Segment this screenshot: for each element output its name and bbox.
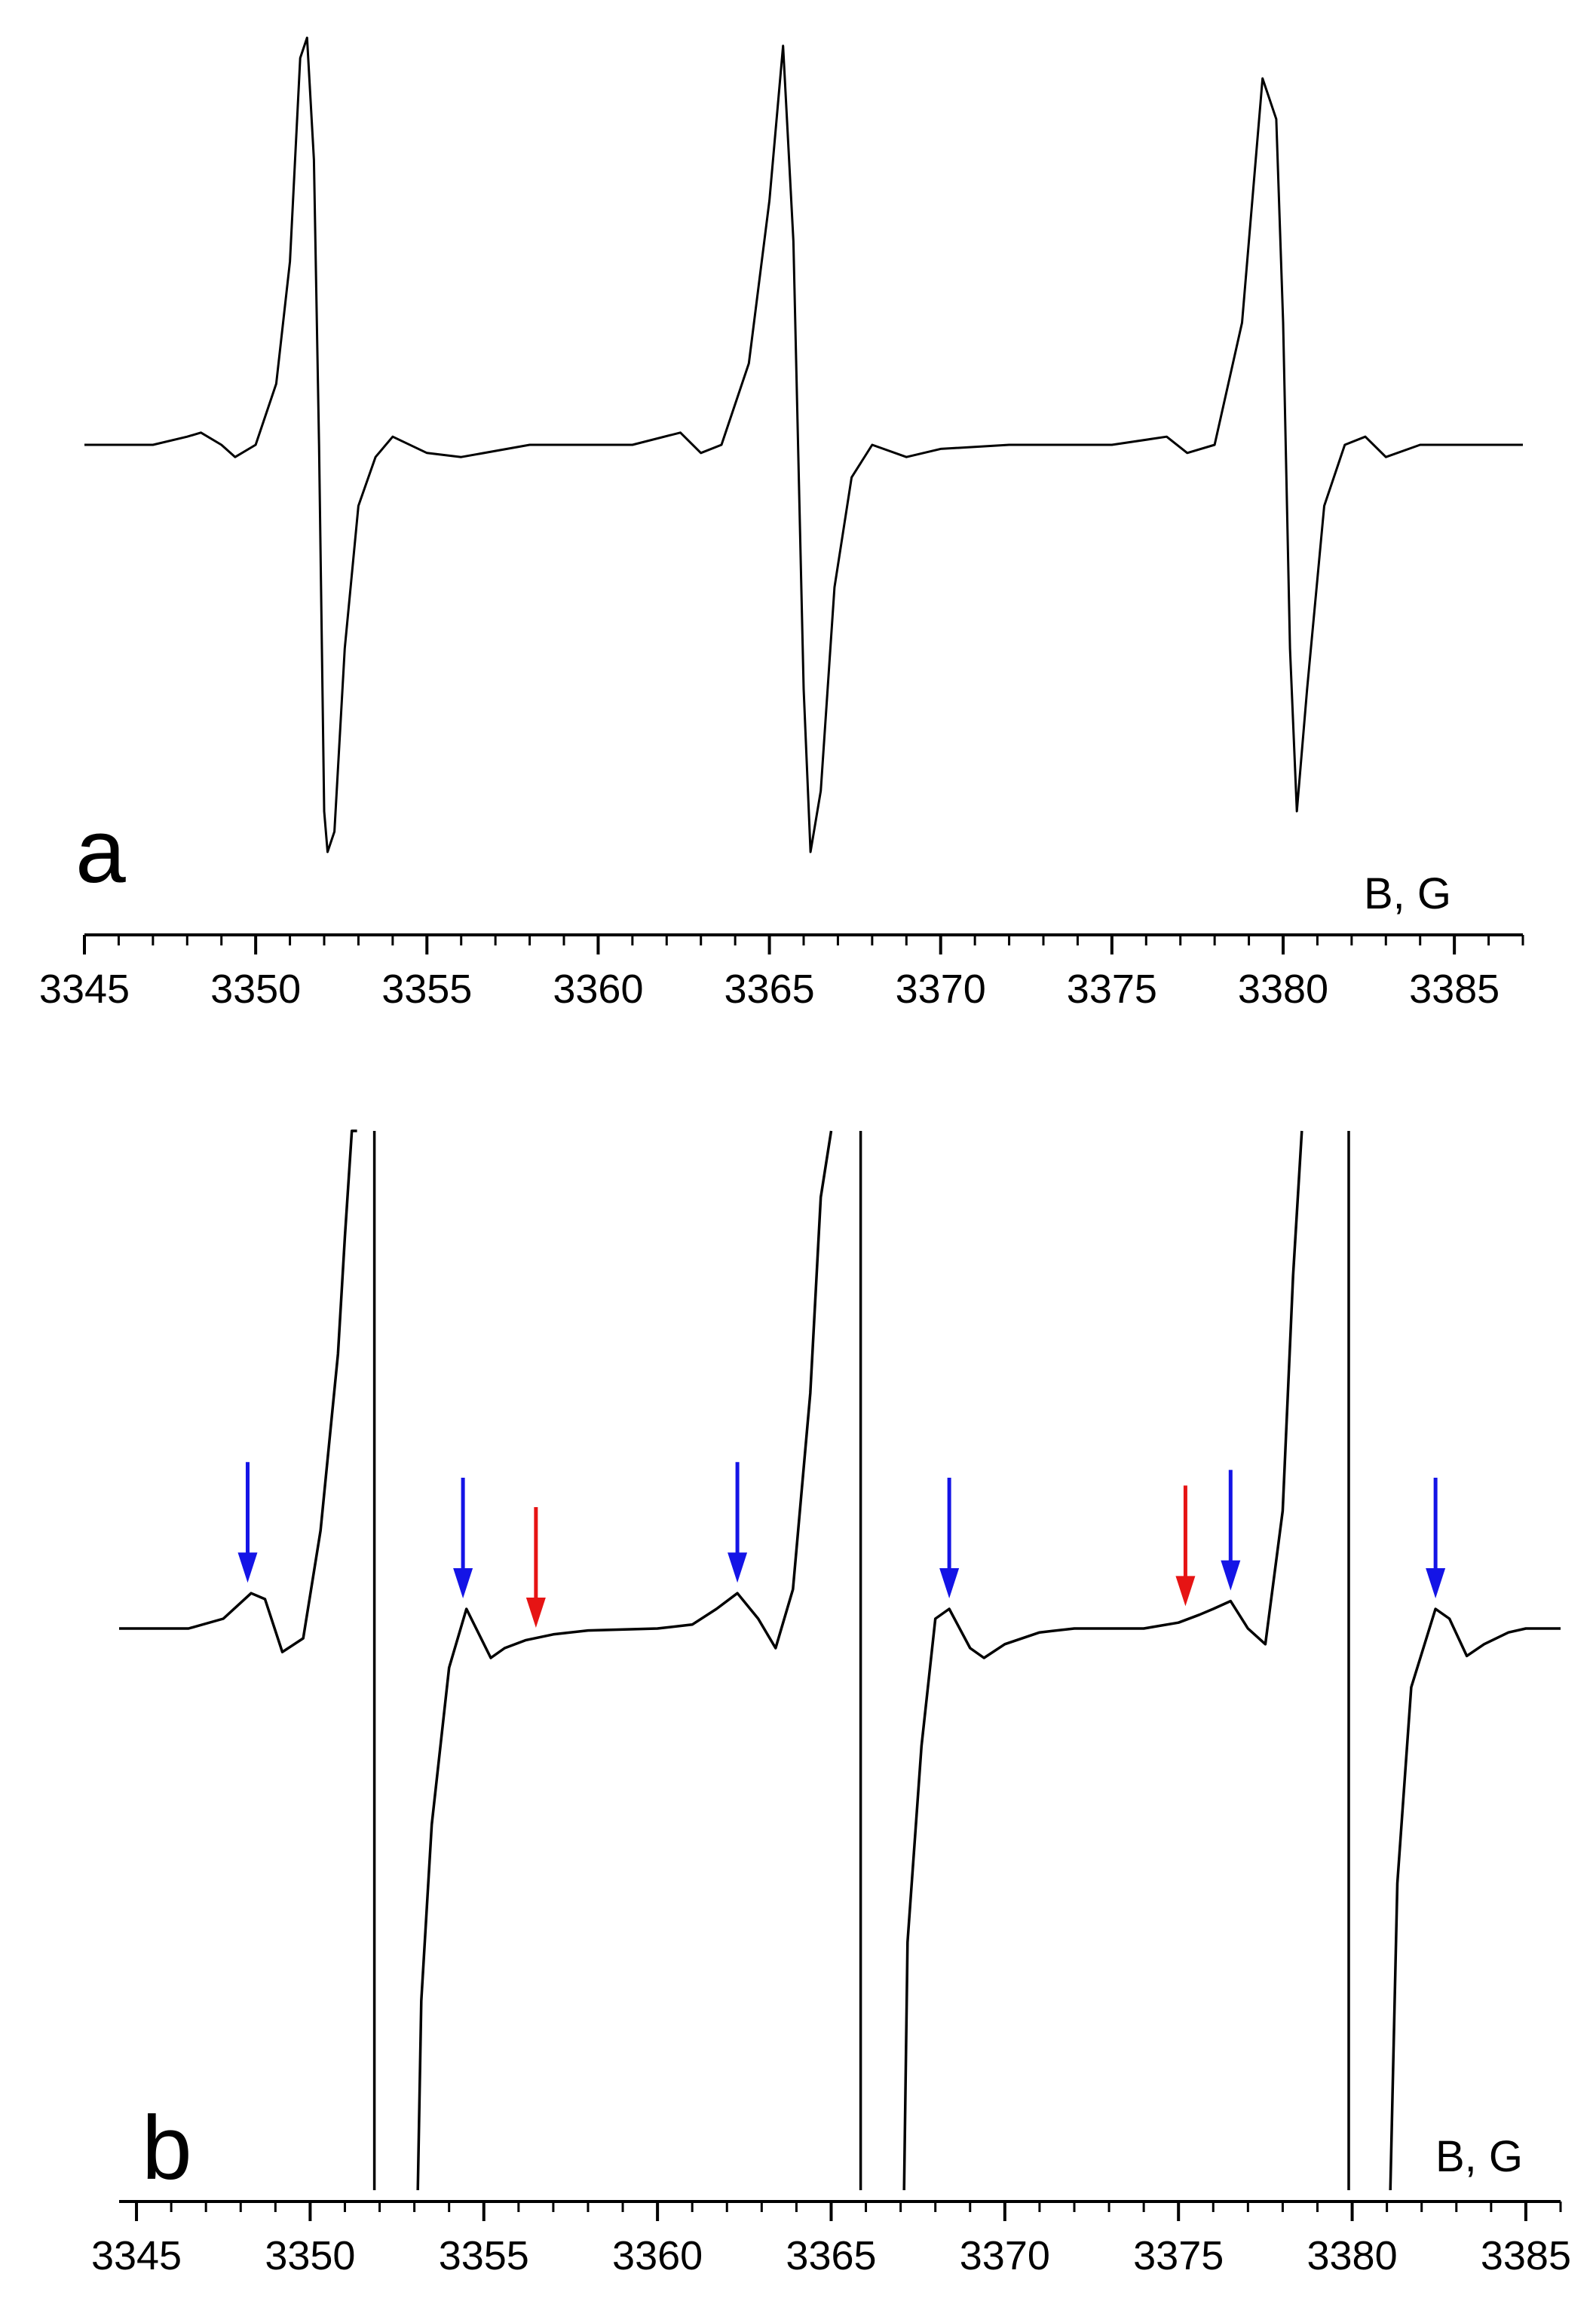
spectrum-line-b-0 <box>119 1129 357 1653</box>
x-tick-label-3385: 3385 <box>1481 2233 1571 2278</box>
x-tick-label-3365: 3365 <box>786 2233 876 2278</box>
x-tick-label-3365: 3365 <box>724 967 815 1012</box>
spectrum-line-b-4 <box>902 1130 1303 2191</box>
x-tick-label-3380: 3380 <box>1307 2233 1397 2278</box>
panel-b-traces <box>119 1129 1561 2191</box>
peak-arrow-6 <box>1221 1469 1241 1591</box>
spectrum-line-a-0 <box>84 36 1523 853</box>
x-tick-label-3380: 3380 <box>1238 967 1328 1012</box>
peak-arrow-0 <box>237 1462 258 1583</box>
peak-arrow-2 <box>525 1507 546 1628</box>
panel-b-ticks: 3345 3350 3355 3360 3365 3370 3375 3380 3385 <box>91 2201 1571 2278</box>
peak-arrow-7 <box>1426 1478 1446 1598</box>
panel-b-x-axis-title: B, G <box>1435 2132 1523 2181</box>
panel-a-traces <box>84 36 1523 853</box>
panel-a-label: a <box>75 801 126 902</box>
panel-a-x-axis-title: B, G <box>1364 869 1451 918</box>
x-tick-label-3355: 3355 <box>381 967 472 1012</box>
spectrum-line-b-2 <box>416 1130 833 2191</box>
panel-a-ticks: 3345 3350 3355 3360 3365 3370 3375 3380 3385 <box>39 935 1524 1012</box>
peak-arrow-5 <box>1175 1485 1196 1607</box>
panel-b: b B, G 3345 3350 3355 3360 3365 3370 3375 3380 3… <box>91 1129 1571 2278</box>
panel-b-arrows <box>237 1462 1446 1628</box>
x-tick-label-3350: 3350 <box>210 967 301 1012</box>
panel-a: a B, G 3345 3350 3355 3360 3365 3370 3375 3380 3… <box>39 36 1524 1012</box>
x-tick-label-3355: 3355 <box>439 2233 529 2278</box>
x-tick-label-3345: 3345 <box>91 2233 182 2278</box>
x-tick-label-3345: 3345 <box>39 967 130 1012</box>
peak-arrow-1 <box>453 1478 473 1598</box>
spectrum-line-b-6 <box>1389 1607 1561 2191</box>
x-tick-label-3370: 3370 <box>960 2233 1050 2278</box>
x-tick-label-3360: 3360 <box>612 2233 703 2278</box>
panel-b-label: b <box>142 2097 192 2198</box>
x-tick-label-3375: 3375 <box>1067 967 1157 1012</box>
x-tick-label-3385: 3385 <box>1409 967 1500 1012</box>
peak-arrow-3 <box>728 1462 748 1583</box>
x-tick-label-3360: 3360 <box>553 967 643 1012</box>
x-tick-label-3375: 3375 <box>1133 2233 1224 2278</box>
peak-arrow-4 <box>939 1478 960 1598</box>
x-tick-label-3350: 3350 <box>265 2233 355 2278</box>
x-tick-label-3370: 3370 <box>896 967 986 1012</box>
